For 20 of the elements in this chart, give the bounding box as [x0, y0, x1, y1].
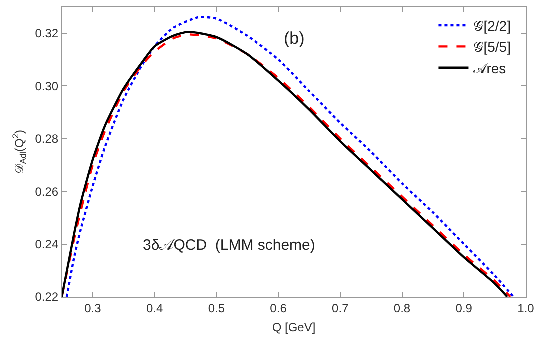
- y-tick-label: 0.32: [35, 26, 59, 41]
- x-axis-title: Q [GeV]: [272, 320, 316, 334]
- x-tick-label: 0.7: [332, 301, 350, 316]
- x-tick-label: 0.3: [84, 301, 102, 316]
- annotation: 3δ𝒜QCD (LMM scheme): [143, 237, 316, 254]
- x-tick-label: 0.8: [394, 301, 411, 316]
- legend-label: 𝒜res: [474, 60, 506, 76]
- y-tick-label: 0.24: [35, 237, 59, 252]
- annotation: (b): [284, 29, 305, 48]
- y-tick-label: 0.22: [35, 290, 59, 304]
- x-tick-label: 0.4: [146, 301, 164, 316]
- legend-label: 𝒢[5/5]: [474, 39, 511, 56]
- y-tick-label: 0.28: [35, 132, 59, 146]
- y-tick-label: 0.26: [35, 184, 59, 199]
- x-tick-label: 0.5: [208, 301, 226, 316]
- legend-label: 𝒢[2/2]: [474, 18, 511, 34]
- x-tick-label: 0.6: [270, 301, 288, 316]
- y-tick-label: 0.30: [35, 79, 59, 94]
- x-tick-label: 1.0: [518, 301, 535, 316]
- x-tick-label: 0.9: [456, 301, 473, 316]
